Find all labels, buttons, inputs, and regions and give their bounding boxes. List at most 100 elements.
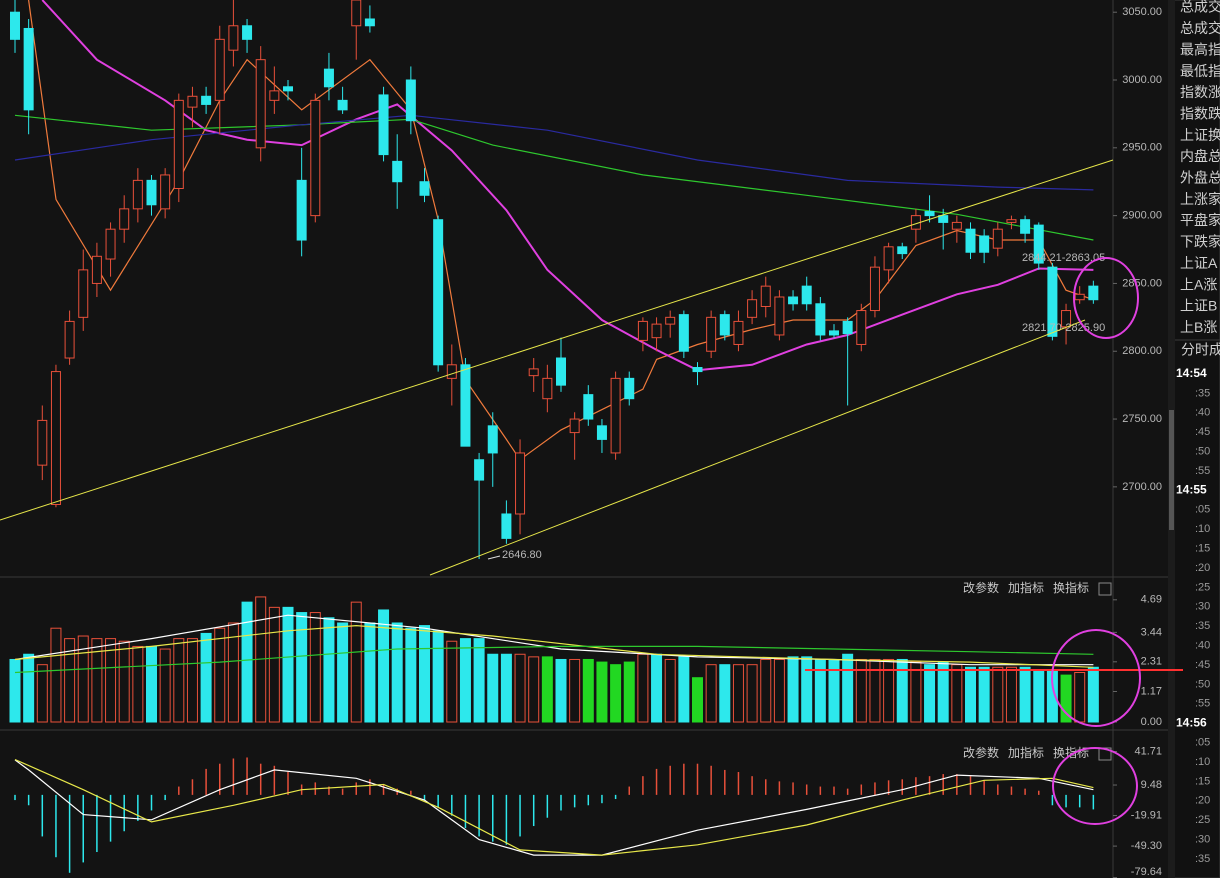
volume-bar [186,638,198,723]
volume-bar [405,627,417,723]
candle-body [596,425,607,440]
volume-bar [36,664,48,723]
time-label: :55 [1195,465,1210,477]
indicator-line [14,645,1094,674]
trend-line [429,319,1086,576]
highlight-circle [1073,257,1139,339]
candle-body [310,99,321,217]
time-label: :15 [1195,775,1210,787]
candle-body [10,11,20,40]
toolbar-button[interactable]: 换指标 [1053,580,1089,595]
time-label: :35 [1195,387,1210,399]
toolbar-button[interactable]: 加指标 [1008,580,1044,595]
candle-body [37,419,48,466]
y-tick-label: 41.71 [1134,745,1162,757]
indicator-line [14,759,1094,856]
side-label: 下跌家 [1180,234,1220,250]
toolbar-button[interactable]: 改参数 [963,580,999,595]
time-label: :50 [1195,678,1210,690]
candle-body [842,320,853,335]
volume-bar [323,617,335,723]
y-tick-label: 1.17 [1141,685,1162,697]
scrollbar-thumb[interactable] [1169,410,1174,530]
volume-bar [296,612,308,723]
indicator-line [14,624,1094,668]
candle-body [364,18,375,27]
candle-body [119,208,130,230]
toolbar-button[interactable]: 改参数 [963,745,999,760]
volume-bar [459,638,471,723]
volume-bar [692,677,703,723]
side-label: 内盘总 [1180,148,1220,164]
volume-bar [159,648,171,723]
volume-bar [705,664,717,723]
side-label: 上B涨 [1180,319,1217,335]
side-label: 指数涨 [1180,84,1220,100]
candle-body [187,95,198,108]
y-tick-label: 2900.00 [1122,210,1162,222]
side-label: 最高指 [1180,41,1220,57]
candle-body [64,320,75,359]
candle-body [446,364,457,379]
candle-body [706,316,717,352]
candle-body [78,269,89,318]
time-label: :50 [1195,446,1210,458]
candle-body [392,160,403,183]
y-tick-label: 2800.00 [1122,345,1162,357]
candle-body [774,296,785,336]
candle-body [228,25,239,51]
volume-bar [992,666,1004,723]
candle-body [869,266,880,312]
candle-body [337,99,348,111]
volume-bar [801,656,813,723]
candle-body [173,99,184,190]
toolbar-button[interactable]: 加指标 [1008,745,1044,760]
y-tick-label: 3000.00 [1122,74,1162,86]
volume-bar [9,658,21,723]
candle-body [160,174,171,210]
candle-body [692,367,703,373]
volume-bar [828,658,840,723]
candle-body [924,211,935,217]
volume-bar [787,656,799,723]
candle-body [815,303,826,336]
volume-bar [200,632,212,723]
volume-bar [514,653,526,723]
volume-bar [896,658,908,723]
candle-body [419,181,430,196]
volume-bar [842,653,854,723]
candle-body [542,377,553,400]
volume-bar [227,622,239,723]
candle-body [296,179,307,241]
volume-bar [610,664,622,723]
candle-body [283,86,293,92]
candle-body [829,330,839,336]
volume-bar [1033,669,1045,723]
candle-body [487,425,498,454]
candle-body [788,296,799,305]
volume-bar [541,656,553,723]
volume-bar [623,661,635,723]
volume-bar [773,658,785,723]
candle-body [678,314,689,352]
candle-body [733,320,744,345]
y-tick-label: -49.30 [1131,840,1162,852]
toolbar-button[interactable]: 换指标 [1053,745,1089,760]
time-label: :10 [1195,523,1210,535]
candle-body [719,314,730,336]
candle-body [1088,285,1099,301]
volume-bar [268,606,280,723]
volume-bar [924,664,936,723]
volume-bar [664,658,676,723]
candle-body [747,299,758,318]
time-label: :55 [1195,698,1210,710]
candle-body [883,246,894,271]
time-label: 14:54 [1176,366,1207,380]
candle-body [665,316,676,325]
close-button[interactable] [1098,582,1112,596]
candle-body [1020,219,1031,234]
candle-body [351,0,362,27]
candle-body [760,285,771,307]
candle-body [460,364,471,447]
